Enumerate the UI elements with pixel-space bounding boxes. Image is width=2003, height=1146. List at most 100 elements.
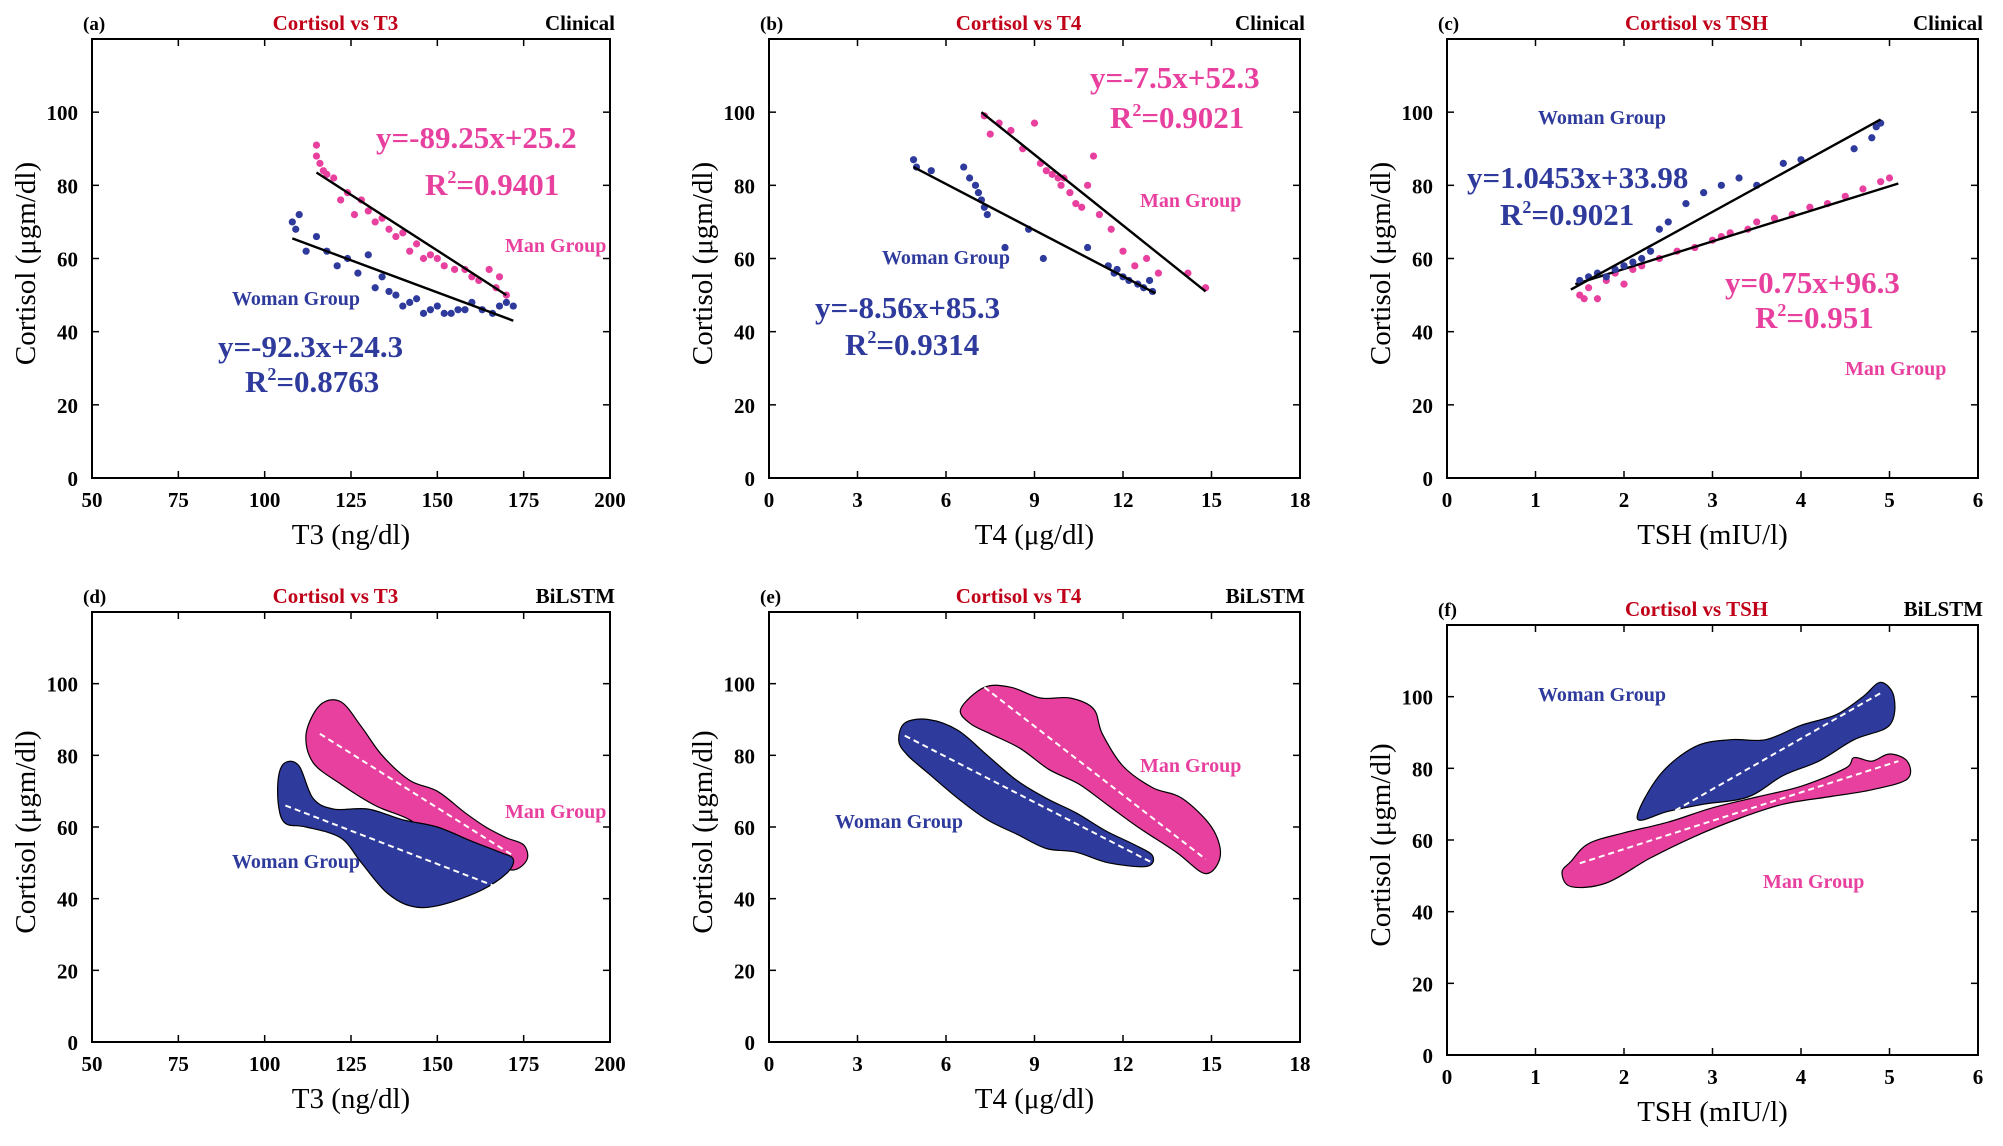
y-tick-label: 0 <box>68 1031 79 1055</box>
r-superscript: 2 <box>1132 100 1141 120</box>
equation-man: y=0.75x+96.3 <box>1725 265 1900 300</box>
panel-source: BiLSTM <box>1904 597 1984 621</box>
equation-woman: y=1.0453x+33.98 <box>1467 160 1688 195</box>
data-point-man <box>1154 269 1162 277</box>
data-point-man <box>337 196 345 204</box>
series-woman <box>288 211 517 322</box>
panel-source: Clinical <box>1913 11 1983 35</box>
x-tick-label: 100 <box>249 488 281 512</box>
y-axis-title: Cortisol (μgm/dl) <box>10 162 42 365</box>
x-tick-label: 1 <box>1530 488 1541 512</box>
x-tick-label: 5 <box>1884 1065 1895 1089</box>
r-value: =0.8763 <box>276 364 379 399</box>
plot-area <box>898 684 1222 875</box>
data-point-woman <box>1039 254 1047 263</box>
series-man <box>312 141 510 299</box>
x-axis-title: T4 (μg/dl) <box>975 519 1094 551</box>
r-symbol: R <box>1755 300 1778 335</box>
r-symbol: R <box>425 167 448 202</box>
plot-area <box>909 111 1210 296</box>
y-tick-label: 20 <box>57 394 78 418</box>
x-tick-label: 2 <box>1619 1065 1630 1089</box>
x-tick-label: 15 <box>1201 1052 1222 1076</box>
data-point-woman <box>1779 159 1787 167</box>
r-superscript: 2 <box>1522 197 1531 217</box>
group-label-woman: Woman Group <box>882 247 1010 269</box>
group-label-man: Man Group <box>1845 358 1946 380</box>
r-squared-man: R2=0.9401 <box>425 167 559 202</box>
x-tick-label: 18 <box>1290 488 1311 512</box>
data-point-woman <box>1001 243 1009 252</box>
group-label-woman: Woman Group <box>835 811 963 833</box>
data-point-man <box>406 247 414 255</box>
data-point-woman <box>1576 276 1584 285</box>
data-point-man <box>1770 214 1779 222</box>
data-point-man <box>1841 192 1849 200</box>
series-man <box>1561 753 1912 889</box>
data-point-man <box>1131 262 1139 270</box>
data-point-woman <box>378 273 386 281</box>
y-tick-label: 0 <box>1423 467 1434 491</box>
data-point-man <box>1143 254 1151 263</box>
data-point-woman <box>1682 200 1690 208</box>
series-man <box>1574 174 1899 303</box>
data-point-man <box>364 207 372 215</box>
group-label-man: Man Group <box>505 235 606 257</box>
data-point-woman <box>1646 247 1655 255</box>
data-point-woman <box>1629 258 1637 266</box>
y-tick-label: 0 <box>745 467 756 491</box>
r-squared-woman: R2=0.9314 <box>845 327 979 362</box>
x-tick-label: 125 <box>335 1052 367 1076</box>
region-man <box>305 699 529 871</box>
trend-line-man <box>319 732 514 857</box>
r-symbol: R <box>245 364 268 399</box>
y-axis-title: Cortisol (μgm/dl) <box>687 730 719 933</box>
series-woman <box>909 156 1157 296</box>
fit-line-man <box>315 171 508 297</box>
r-symbol: R <box>1110 100 1133 135</box>
y-tick-label: 20 <box>1412 394 1433 418</box>
plot-area <box>277 699 529 909</box>
r-squared-man: R2=0.951 <box>1755 300 1874 335</box>
x-tick-label: 3 <box>852 1052 863 1076</box>
data-point-woman <box>292 225 300 233</box>
series-woman <box>277 760 515 909</box>
data-point-woman <box>1700 189 1708 197</box>
data-point-woman <box>392 291 400 299</box>
x-tick-label: 125 <box>335 488 367 512</box>
group-label-woman: Woman Group <box>232 288 360 310</box>
x-tick-label: 6 <box>1973 1065 1984 1089</box>
panel-b: 0 3 6 9 12 15 18 0 20 40 60 80 100 T4 (μg/dl) Cortisol… <box>687 11 1311 551</box>
data-point-man <box>385 225 393 233</box>
x-tick-label: 0 <box>1442 488 1453 512</box>
group-label-woman: Woman Group <box>1538 107 1666 129</box>
panel-title: Cortisol vs T3 <box>273 584 399 608</box>
y-tick-label: 100 <box>1402 101 1434 125</box>
series-woman <box>898 718 1155 868</box>
data-point-woman <box>927 167 935 175</box>
data-point-woman <box>1664 218 1672 226</box>
data-point-woman <box>509 302 517 310</box>
data-point-man <box>1877 178 1885 186</box>
panel-title: Cortisol vs T4 <box>956 584 1082 608</box>
x-tick-label: 9 <box>1029 1052 1040 1076</box>
y-tick-label: 0 <box>745 1031 756 1055</box>
trend-line-woman <box>1579 692 1882 866</box>
data-point-woman <box>295 211 303 219</box>
y-tick-label: 80 <box>734 174 755 198</box>
data-point-man <box>316 159 324 167</box>
fit-line-woman <box>291 237 514 322</box>
data-point-woman <box>447 309 455 317</box>
data-point-man <box>1753 218 1761 226</box>
y-tick-label: 60 <box>734 816 755 840</box>
equation-woman: y=-92.3x+24.3 <box>218 329 403 364</box>
data-point-man <box>312 141 321 149</box>
group-label-man: Man Group <box>1140 190 1241 212</box>
fit-line-woman <box>1570 118 1882 291</box>
r-squared-man: R2=0.9021 <box>1110 100 1244 135</box>
region-man <box>1561 753 1912 889</box>
data-point-woman <box>454 306 462 314</box>
x-tick-label: 75 <box>168 1052 189 1076</box>
data-point-man <box>1048 170 1056 178</box>
